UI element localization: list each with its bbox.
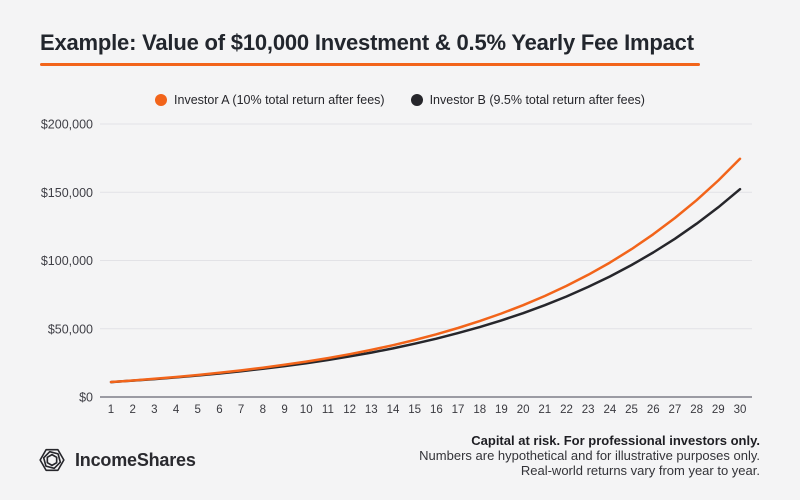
- brand-name: IncomeShares: [75, 449, 196, 470]
- svg-text:15: 15: [408, 404, 421, 416]
- svg-text:20: 20: [517, 404, 530, 416]
- svg-text:22: 22: [560, 404, 573, 416]
- svg-text:27: 27: [669, 404, 682, 416]
- chart-legend: Investor A (10% total return after fees)…: [0, 93, 800, 107]
- svg-text:3: 3: [151, 404, 157, 416]
- disclaimer-line-3: Real-world returns vary from year to yea…: [520, 463, 760, 478]
- legend-label-investor-a: Investor A (10% total return after fees): [174, 93, 385, 107]
- svg-text:11: 11: [322, 404, 334, 416]
- legend-dot-investor-b-icon: [410, 94, 423, 106]
- incomeshares-logo-icon: [39, 448, 65, 472]
- svg-text:14: 14: [387, 404, 400, 416]
- svg-text:26: 26: [647, 404, 660, 416]
- svg-text:7: 7: [238, 404, 244, 416]
- svg-text:18: 18: [473, 404, 486, 416]
- svg-text:13: 13: [365, 404, 378, 416]
- svg-text:8: 8: [260, 404, 266, 416]
- svg-text:17: 17: [452, 404, 465, 416]
- svg-text:21: 21: [538, 404, 551, 416]
- svg-text:30: 30: [734, 404, 747, 416]
- disclaimer-line-1: Capital at risk. For professional invest…: [471, 433, 760, 448]
- svg-text:19: 19: [495, 404, 508, 416]
- svg-text:1: 1: [108, 404, 114, 416]
- svg-text:$200,000: $200,000: [41, 118, 93, 132]
- legend-dot-investor-a-icon: [155, 94, 168, 106]
- page-title: Example: Value of $10,000 Investment & 0…: [40, 30, 694, 55]
- svg-text:4: 4: [173, 404, 180, 416]
- title-underline: [40, 63, 700, 66]
- legend-item-investor-a: Investor A (10% total return after fees): [155, 93, 385, 107]
- svg-text:29: 29: [712, 404, 725, 416]
- svg-text:28: 28: [690, 404, 703, 416]
- svg-text:24: 24: [603, 404, 616, 416]
- svg-text:2: 2: [129, 404, 135, 416]
- svg-text:25: 25: [625, 404, 638, 416]
- disclaimer-line-2: Numbers are hypothetical and for illustr…: [419, 448, 760, 463]
- svg-text:23: 23: [582, 404, 595, 416]
- svg-text:$50,000: $50,000: [48, 322, 93, 336]
- svg-text:5: 5: [195, 404, 201, 416]
- svg-text:$0: $0: [79, 391, 93, 405]
- legend-label-investor-b: Investor B (9.5% total return after fees…: [429, 93, 645, 107]
- svg-text:9: 9: [281, 404, 287, 416]
- svg-text:$100,000: $100,000: [41, 254, 93, 268]
- svg-text:12: 12: [343, 404, 356, 416]
- svg-text:$150,000: $150,000: [41, 186, 93, 200]
- legend-item-investor-b: Investor B (9.5% total return after fees…: [410, 93, 645, 107]
- svg-text:10: 10: [300, 404, 313, 416]
- svg-text:16: 16: [430, 404, 443, 416]
- brand-logo: IncomeShares: [38, 446, 196, 474]
- svg-text:6: 6: [216, 404, 222, 416]
- disclaimer: Capital at risk. For professional invest…: [419, 433, 760, 478]
